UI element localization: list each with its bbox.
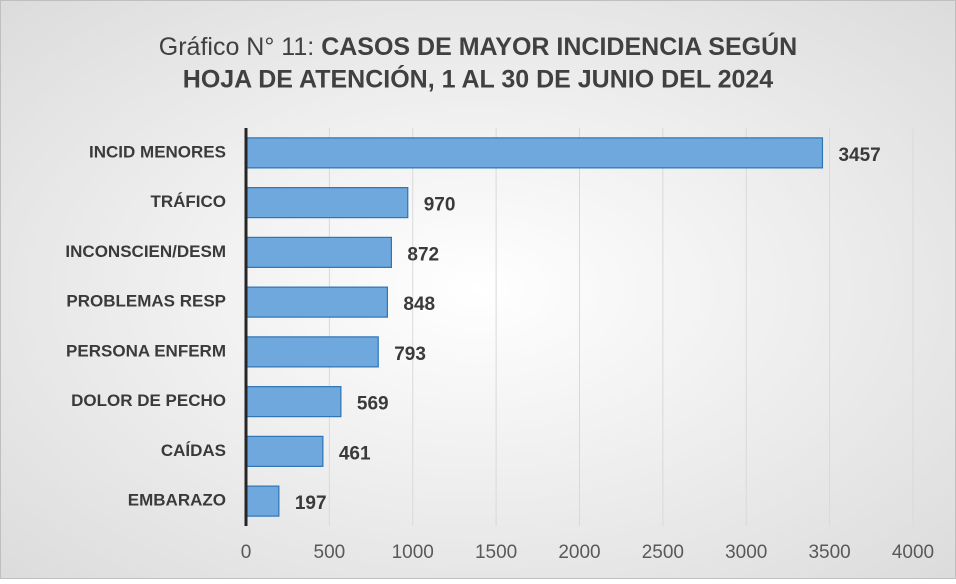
title-line: HOJA DE ATENCIÓN, 1 AL 30 DE JUNIO DEL 2… [183,64,774,94]
y-tick-label: TRÁFICO [150,192,226,211]
x-tick-label: 4000 [892,542,934,563]
x-tick-label: 3500 [808,542,850,563]
title-prefix: Gráfico N° 11: [159,33,314,61]
x-tick-label: 1000 [392,542,434,563]
bar [245,485,280,517]
value-label: 872 [407,244,439,265]
title-line: CASOS DE MAYOR INCIDENCIA SEGÚN [321,31,797,61]
bar [245,386,342,418]
x-tick-label: 1500 [475,542,517,563]
value-label: 3457 [838,145,880,166]
x-tick-label: 2500 [642,542,684,563]
value-label: 461 [339,443,371,464]
value-label: 197 [295,493,327,514]
x-tick-label: 500 [314,542,346,563]
value-label: 569 [357,394,389,415]
y-tick-label: INCID MENORES [89,142,226,161]
chart-title: Gráfico N° 11: CASOS DE MAYOR INCIDENCIA … [159,31,797,61]
y-tick-label: EMBARAZO [128,491,226,510]
y-tick-label: INCONSCIEN/DESM [65,242,226,261]
x-tick-label: 3000 [725,542,767,563]
y-tick-label: CAÍDAS [161,441,226,460]
bar [245,435,324,467]
bar [245,336,379,368]
bar [245,187,409,219]
value-label: 793 [394,344,426,365]
value-label: 848 [403,294,435,315]
value-label: 970 [424,195,456,216]
bar [245,236,393,268]
y-tick-label: PERSONA ENFERM [66,341,226,360]
x-tick-label: 0 [241,542,252,563]
bar [245,286,389,318]
y-tick-label: PROBLEMAS RESP [66,292,226,311]
y-tick-label: DOLOR DE PECHO [71,391,226,410]
x-tick-label: 2000 [558,542,600,563]
bar [245,137,824,169]
